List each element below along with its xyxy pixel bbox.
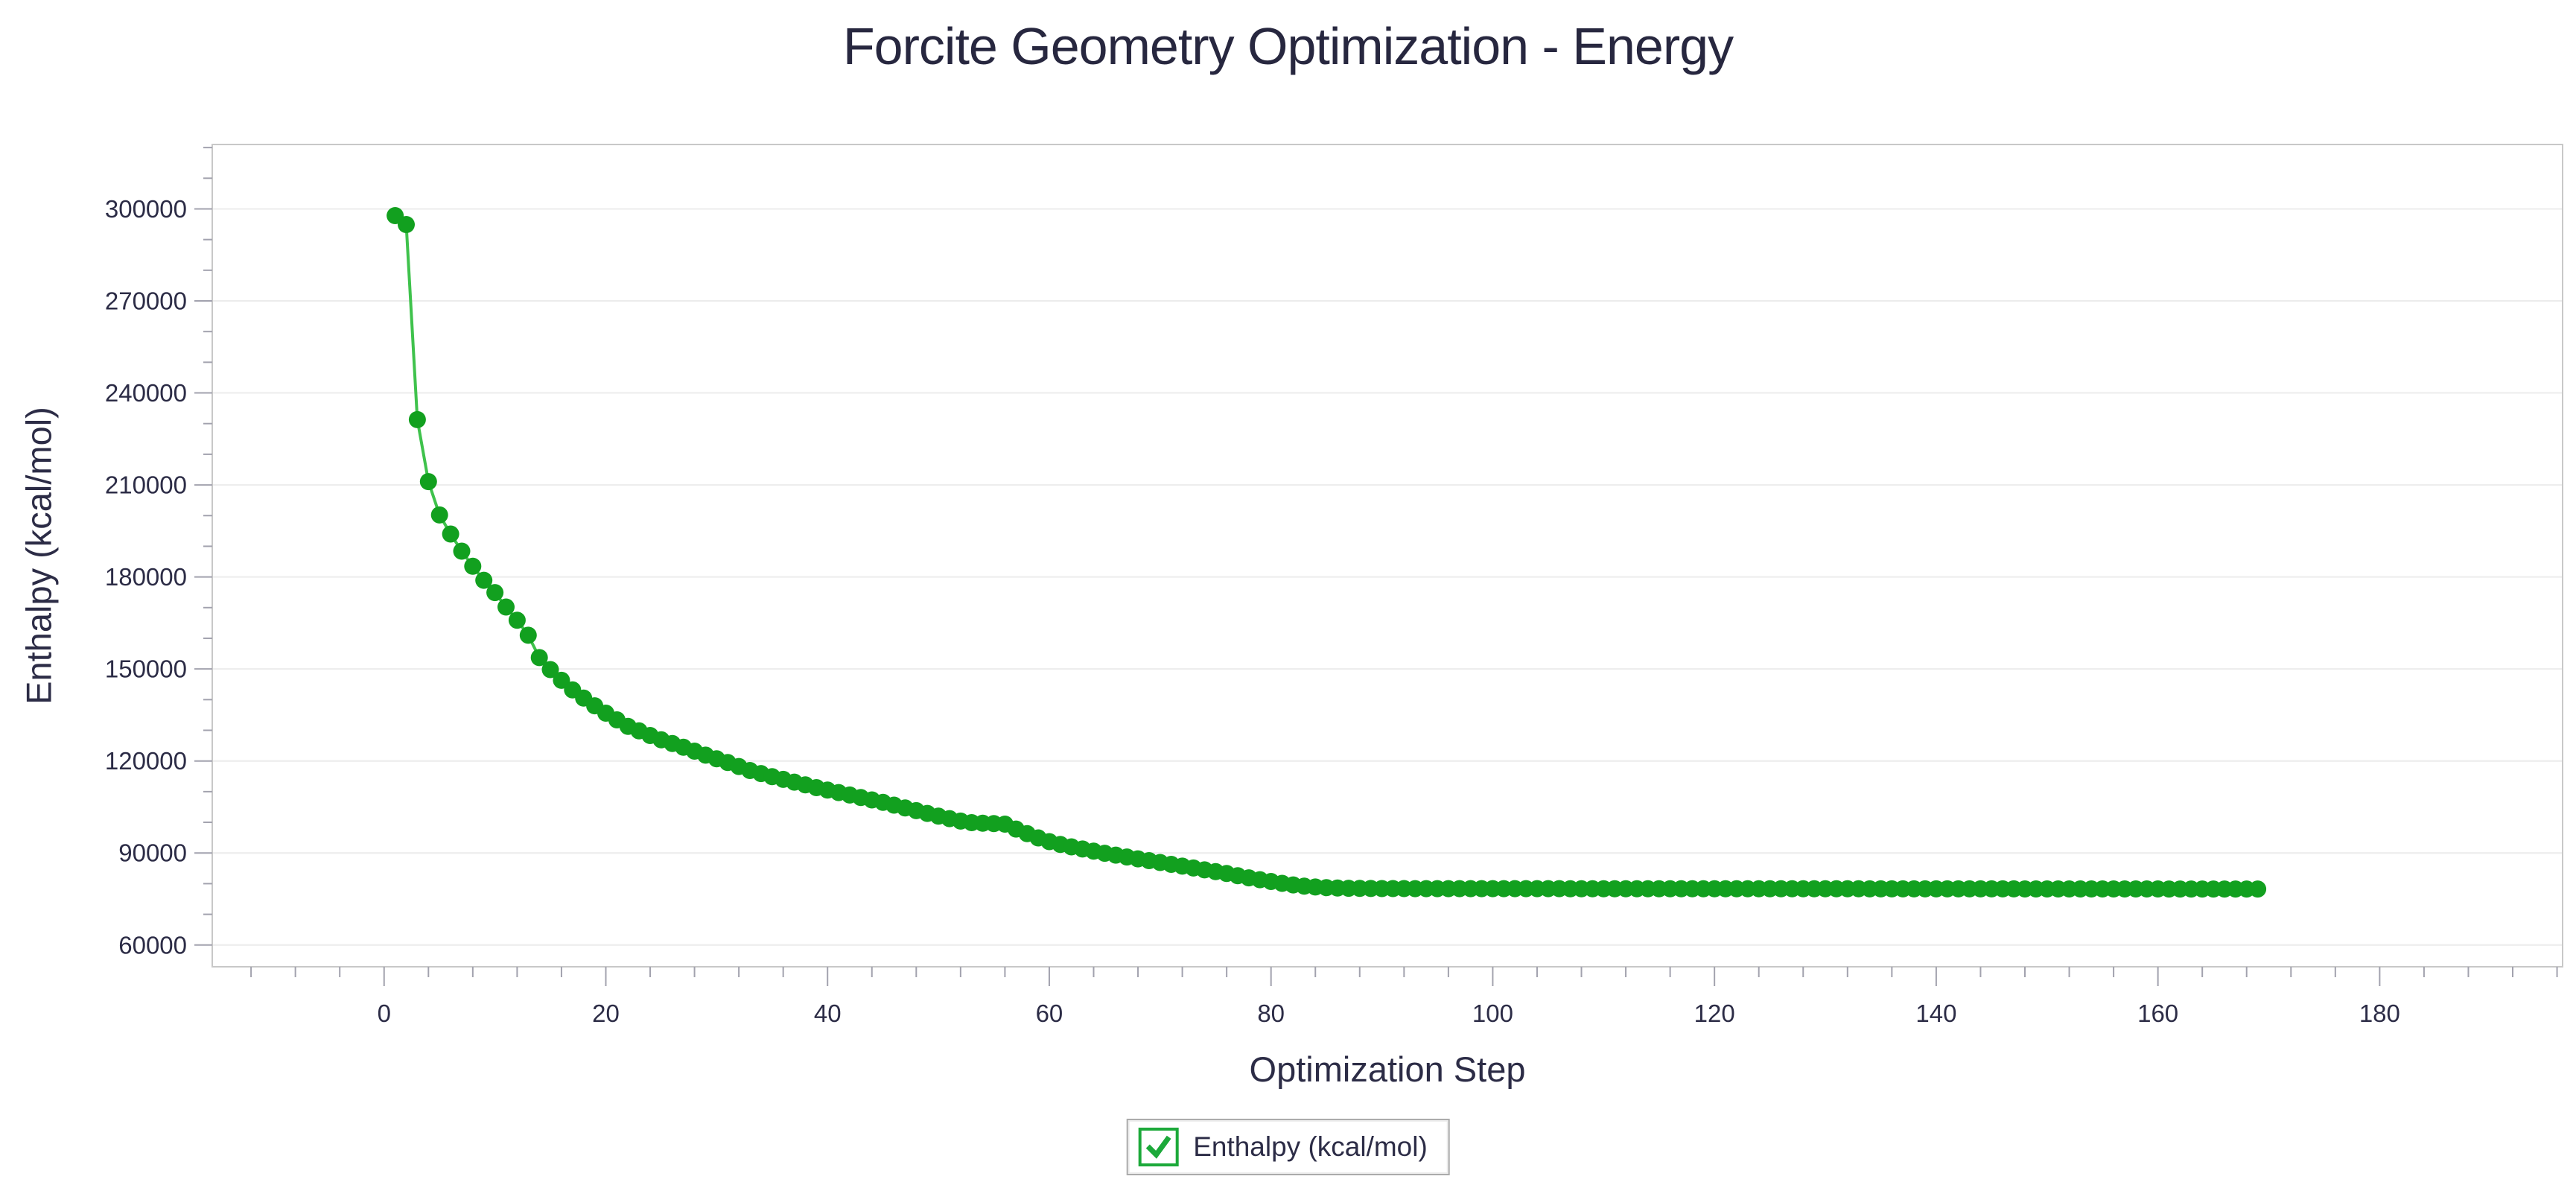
data-point-marker [2249, 880, 2267, 898]
x-tick-label: 60 [1036, 1000, 1063, 1027]
legend-label: Enthalpy (kcal/mol) [1193, 1131, 1428, 1162]
data-point-marker [530, 649, 548, 667]
data-point-marker [398, 216, 415, 233]
x-axis-title: Optimization Step [1249, 1049, 1526, 1089]
data-point-marker [497, 598, 515, 616]
data-point-marker [408, 410, 426, 428]
x-tick-label: 120 [1694, 1000, 1735, 1027]
y-tick-label: 240000 [105, 379, 187, 407]
data-point-marker [541, 661, 559, 679]
data-point-marker [508, 611, 526, 629]
y-tick-label: 180000 [105, 563, 187, 591]
x-tick-label: 40 [814, 1000, 842, 1027]
x-tick-label: 160 [2137, 1000, 2178, 1027]
x-tick-label: 0 [378, 1000, 391, 1027]
x-tick-label: 20 [592, 1000, 620, 1027]
y-tick-label: 60000 [118, 931, 187, 959]
data-point-marker [519, 626, 537, 644]
legend-checkbox[interactable] [1138, 1128, 1179, 1166]
data-point-marker [430, 506, 448, 524]
y-tick-label: 210000 [105, 471, 187, 499]
y-tick-label: 300000 [105, 195, 187, 223]
y-tick-label: 90000 [118, 839, 187, 867]
x-tick-label: 140 [1915, 1000, 1956, 1027]
plot-area [212, 144, 2563, 967]
plot-frame [212, 144, 2563, 968]
data-point-marker [419, 473, 437, 491]
y-tick-label: 150000 [105, 655, 187, 683]
y-tick-label: 270000 [105, 287, 187, 315]
legend: Enthalpy (kcal/mol) [1126, 1119, 1450, 1175]
x-tick-label: 100 [1472, 1000, 1513, 1027]
data-point-marker [486, 584, 504, 602]
data-point-marker [442, 525, 459, 543]
y-tick-label: 120000 [105, 747, 187, 775]
data-point-marker [453, 542, 471, 560]
chart-title: Forcite Geometry Optimization - Energy [842, 17, 1734, 75]
check-icon [1145, 1135, 1171, 1159]
data-point-marker [553, 671, 570, 689]
data-point-marker [464, 557, 482, 575]
x-tick-label: 180 [2359, 1000, 2400, 1027]
data-point-marker [475, 571, 493, 589]
x-tick-label: 80 [1257, 1000, 1285, 1027]
y-axis-title: Enthalpy (kcal/mol) [19, 407, 59, 705]
